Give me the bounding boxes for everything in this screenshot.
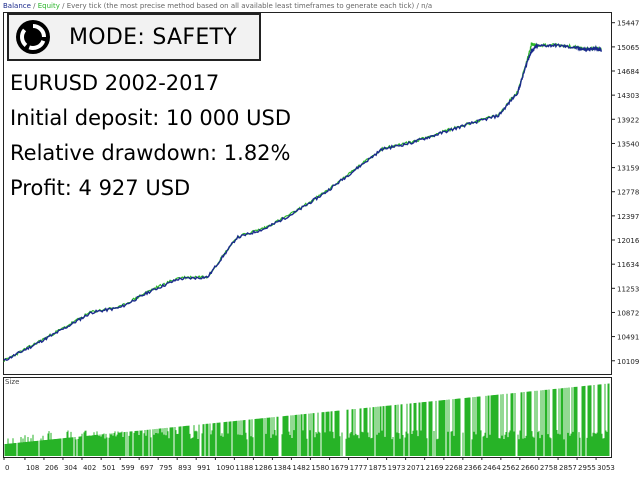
mode-label: MODE: SAFETY [69,24,237,50]
x-tick-label: 1875 [369,464,387,472]
balance-series [3,42,602,361]
stats-block: EURUSD 2002-2017 Initial deposit: 10 000… [10,66,291,206]
stat-drawdown: Relative drawdown: 1.82% [10,141,291,165]
y-tick-label: 13922 [617,116,639,124]
y-tick-label: 12016 [617,237,640,245]
y-tick-label: 14684 [617,68,640,76]
x-tick-label: 893 [178,464,191,472]
x-tick-label: 501 [102,464,115,472]
y-tick-label: 11634 [617,261,640,269]
x-tick-label: 2758 [540,464,558,472]
stat-initial-deposit: Initial deposit: 10 000 USD [10,106,291,130]
x-tick-label: 1384 [273,464,291,472]
x-tick-label: 2660 [521,464,539,472]
header-suffix: n/a [421,2,433,10]
y-tick-label: 10872 [617,309,639,317]
x-tick-label: 108 [26,464,39,472]
y-tick-label: 14303 [617,92,639,100]
y-tick-label: 12778 [617,189,639,197]
x-tick-label: 0 [5,464,9,472]
legend-equity: Equity [37,2,60,10]
x-tick-label: 1188 [235,464,253,472]
header-description: Every tick (the most precise method base… [66,2,415,10]
y-tick-label: 10491 [617,334,639,342]
x-tick-label: 1777 [350,464,368,472]
x-tick-label: 2464 [483,464,501,472]
x-tick-label: 795 [159,464,172,472]
x-tick-label: 1580 [311,464,329,472]
x-tick-label: 1286 [254,464,272,472]
legend-balance: Balance [3,2,31,10]
x-tick-label: 1090 [216,464,234,472]
y-tick-label: 15447 [617,20,639,28]
x-tick-label: 402 [83,464,96,472]
x-tick-label: 2268 [445,464,463,472]
x-tick-label: 1679 [331,464,349,472]
x-tick-label: 2955 [578,464,596,472]
x-tick-label: 3053 [597,464,615,472]
y-axis: 10109 10491 10872 11253 11634 12016 12397 12778… [611,20,640,366]
x-tick-label: 1482 [292,464,310,472]
x-tick-label: 1973 [388,464,406,472]
x-tick-label: 2857 [559,464,577,472]
chart-header: Balance / Equity / Every tick (the most … [3,2,433,10]
x-tick-label: 991 [197,464,210,472]
stat-pair-period: EURUSD 2002-2017 [10,71,220,95]
y-tick-label: 15065 [617,44,639,52]
x-tick-label: 2366 [464,464,482,472]
mode-panel: MODE: SAFETY [7,13,261,61]
x-tick-label: 2562 [502,464,520,472]
stat-profit: Profit: 4 927 USD [10,176,191,200]
y-tick-label: 10109 [617,358,639,366]
y-tick-label: 13540 [617,140,639,148]
balance-line [3,42,602,361]
x-axis: 0 108 206 304 402 501 599 697 795 893 991 1090 1188 1… [3,457,615,472]
x-tick-label: 599 [121,464,134,472]
x-tick-label: 697 [140,464,153,472]
y-tick-label: 12397 [617,213,639,221]
size-plot-border [3,377,612,458]
y-tick-label: 13159 [617,165,639,173]
y-tick-label: 11253 [617,285,639,293]
size-panel-label: Size [5,378,20,386]
x-tick-label: 304 [64,464,78,472]
main-plot-border [3,12,612,375]
x-tick-label: 2169 [426,464,444,472]
x-tick-label: 2071 [407,464,425,472]
x-tick-label: 206 [45,464,59,472]
size-bars [4,383,610,456]
circular-logo-icon [16,20,50,54]
